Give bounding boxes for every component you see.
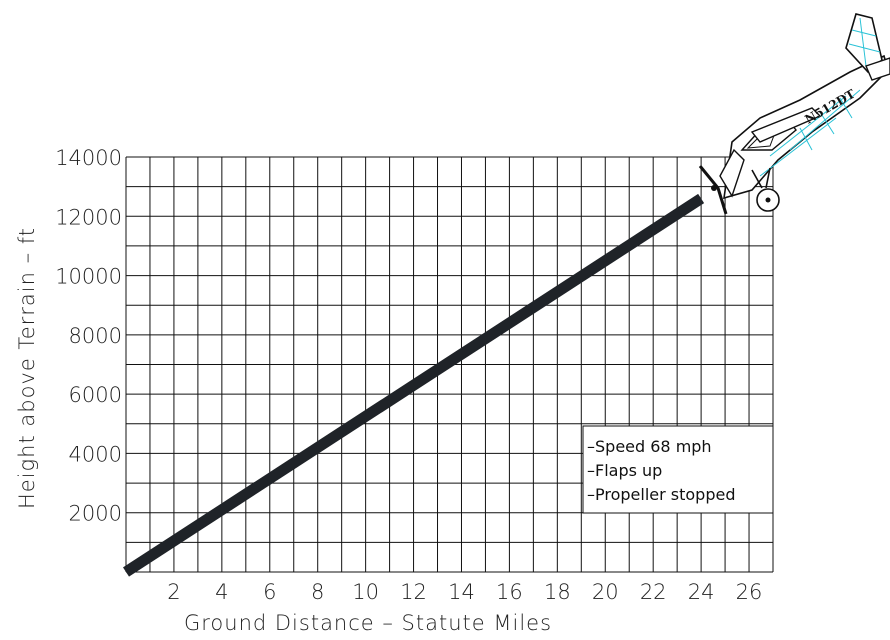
conditions-legend-box: –Speed 68 mph –Flaps up –Propeller stopp… [582, 425, 774, 514]
x-tick-label: 2 [167, 580, 180, 604]
x-axis-ticks: 2 4 6 8 10 12 14 16 18 20 22 24 26 [167, 580, 762, 604]
y-axis-label: Height above Terrain – ft [15, 227, 39, 509]
annotation-flaps: –Flaps up [587, 461, 662, 480]
x-tick-label: 24 [688, 580, 715, 604]
x-tick-label: 12 [400, 580, 427, 604]
airplane-icon: N512DT [698, 13, 890, 215]
y-tick-label: 10000 [55, 265, 122, 289]
x-tick-label: 22 [640, 580, 667, 604]
x-tick-label: 14 [448, 580, 475, 604]
x-axis-label: Ground Distance – Statute Miles [184, 611, 552, 635]
y-axis-ticks: 2000 4000 6000 8000 10000 12000 14000 [55, 146, 122, 526]
x-tick-label: 4 [215, 580, 228, 604]
y-tick-label: 12000 [55, 205, 122, 229]
y-tick-label: 8000 [69, 324, 122, 348]
y-tick-label: 6000 [69, 383, 122, 407]
annotation-speed: –Speed 68 mph [587, 437, 712, 456]
annotation-propeller: –Propeller stopped [587, 485, 736, 504]
x-tick-label: 10 [352, 580, 379, 604]
glide-path-line [123, 193, 705, 577]
y-tick-label: 14000 [55, 146, 122, 170]
y-tick-label: 2000 [69, 502, 122, 526]
x-tick-label: 6 [263, 580, 276, 604]
x-tick-label: 8 [311, 580, 324, 604]
x-tick-label: 16 [496, 580, 523, 604]
y-tick-label: 4000 [69, 442, 122, 466]
x-tick-label: 20 [592, 580, 619, 604]
x-tick-label: 18 [544, 580, 571, 604]
x-tick-label: 26 [736, 580, 763, 604]
